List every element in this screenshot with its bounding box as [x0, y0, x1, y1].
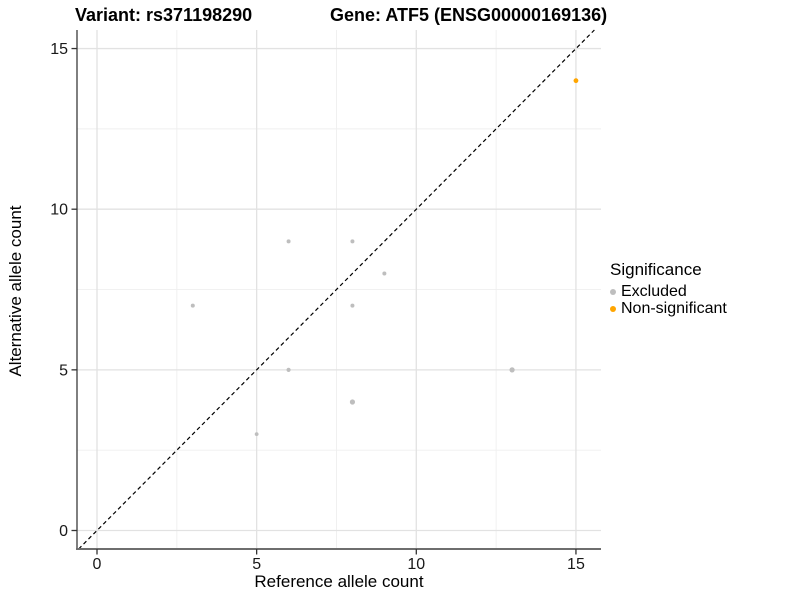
legend-title: Significance	[610, 260, 702, 279]
y-tick-label: 10	[50, 202, 68, 219]
data-point-excluded	[350, 239, 355, 244]
y-tick-label: 5	[59, 362, 68, 379]
data-point-excluded	[286, 367, 291, 372]
y-axis-title: Alternative allele count	[6, 205, 25, 377]
excluded-marker-icon	[610, 288, 616, 295]
data-point-excluded	[349, 399, 356, 405]
data-point-excluded	[190, 303, 195, 308]
data-point-excluded	[509, 367, 515, 373]
data-point-excluded	[350, 303, 355, 308]
data-point-non-significant	[573, 78, 579, 84]
legend-item-label: Non-significant	[621, 299, 727, 317]
legend-item-excluded: Excluded	[610, 283, 727, 300]
x-tick-label: 10	[407, 556, 425, 573]
x-tick-label: 0	[93, 556, 102, 573]
x-tick-label: 5	[252, 556, 261, 573]
x-axis-title: Reference allele count	[254, 572, 424, 591]
data-point-excluded	[286, 239, 291, 244]
x-tick-label: 15	[567, 556, 585, 573]
data-point-excluded	[254, 432, 259, 437]
data-point-excluded	[382, 271, 387, 276]
legend-item-label: Excluded	[621, 282, 687, 300]
identity-reference-line	[78, 29, 595, 550]
y-tick-label: 0	[59, 523, 68, 540]
y-tick-label: 15	[50, 41, 68, 58]
legend-item-non-significant: Non-significant	[610, 300, 727, 317]
legend: Significance Excluded Non-significant	[610, 260, 727, 317]
plot-title-gene: Gene: ATF5 (ENSG00000169136)	[330, 5, 608, 25]
non-significant-marker-icon	[610, 305, 616, 312]
plot-title-variant: Variant: rs371198290	[75, 5, 253, 25]
